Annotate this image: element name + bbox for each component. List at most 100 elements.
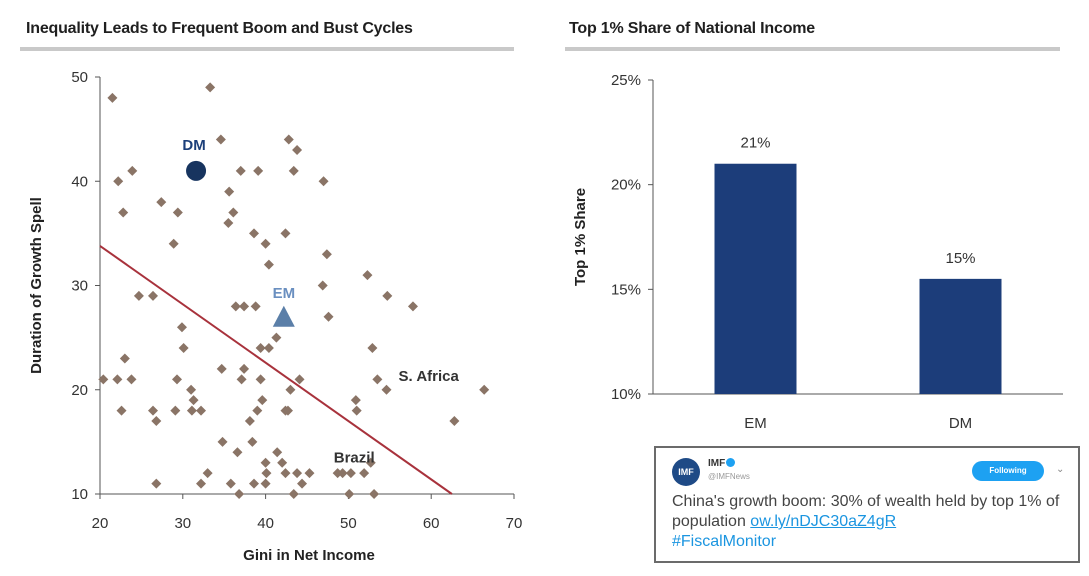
em-point	[272, 305, 295, 327]
scatter-point	[257, 395, 268, 406]
scatter-point	[382, 290, 393, 301]
scatter-point	[151, 416, 162, 427]
scatter-point	[196, 478, 207, 489]
y-tick-label: 20	[71, 382, 88, 399]
scatter-title-divider	[20, 47, 514, 51]
scatter-point	[252, 405, 263, 416]
scatter-point	[118, 207, 129, 218]
scatter-point	[323, 311, 334, 322]
scatter-point	[217, 436, 228, 447]
scatter-point	[239, 363, 250, 374]
scatter-point	[253, 165, 264, 176]
bar-dm	[919, 278, 1002, 394]
scatter-point	[228, 207, 239, 218]
scatter-point	[260, 238, 271, 249]
bar-value-label: 15%	[945, 250, 975, 267]
scatter-point	[294, 374, 305, 385]
y-axis-title: Duration of Growth Spell	[28, 197, 45, 374]
dm-label: DM	[182, 137, 205, 154]
scatter-point	[297, 478, 308, 489]
scatter-point	[244, 416, 255, 427]
scatter-point	[147, 290, 158, 301]
x-tick-label: 70	[506, 515, 523, 532]
bar-y-axis-title: Top 1% Share	[572, 188, 589, 286]
scatter-point	[223, 217, 234, 228]
scatter-point	[344, 489, 355, 499]
scatter-point	[277, 457, 288, 468]
scatter-point	[247, 436, 258, 447]
scatter-point	[280, 228, 291, 239]
bar-y-tick-label: 15%	[611, 281, 641, 298]
scatter-point	[178, 343, 189, 354]
scatter-point	[250, 301, 261, 312]
scatter-point	[285, 384, 296, 395]
y-tick-label: 30	[71, 278, 88, 295]
bar-y-tick-label: 10%	[611, 386, 641, 403]
scatter-point	[292, 468, 303, 479]
x-tick-label: 60	[423, 515, 440, 532]
bar-category-label: DM	[949, 415, 972, 432]
scatter-point	[126, 374, 137, 385]
x-tick-label: 40	[257, 515, 274, 532]
scatter-point	[232, 447, 243, 458]
scatter-point	[249, 228, 260, 239]
scatter-point	[202, 468, 213, 479]
scatter-point	[119, 353, 130, 364]
scatter-point	[225, 478, 236, 489]
scatter-point	[263, 259, 274, 270]
tweet-link[interactable]: ow.ly/nDJC30aZ4gR	[750, 513, 897, 530]
scatter-point	[367, 343, 378, 354]
scatter-point	[261, 468, 272, 479]
imf-avatar[interactable]: IMF	[672, 458, 700, 486]
y-tick-label: 40	[71, 173, 88, 190]
tweet-handle[interactable]: @IMFNews	[708, 472, 750, 481]
embedded-tweet: IMF IMF @IMFNews Following ⌄ China's gro…	[654, 446, 1080, 563]
scatter-point	[317, 280, 328, 291]
scatter-point	[255, 374, 266, 385]
scatter-point	[449, 416, 460, 427]
scatter-point	[365, 457, 376, 468]
scatter-point	[283, 134, 294, 145]
chevron-down-icon[interactable]: ⌄	[1056, 464, 1065, 475]
bar-y-tick-label: 20%	[611, 177, 641, 194]
scatter-point	[407, 301, 418, 312]
tweet-account-name[interactable]: IMF	[708, 458, 726, 469]
scatter-point	[260, 457, 271, 468]
scatter-point	[133, 290, 144, 301]
following-button[interactable]: Following	[972, 461, 1044, 481]
x-tick-label: 50	[340, 515, 357, 532]
scatter-point	[236, 374, 247, 385]
scatter-point	[304, 468, 315, 479]
scatter-point	[263, 343, 274, 354]
bar-chart-title: Top 1% Share of National Income	[569, 20, 815, 37]
scatter-point	[235, 165, 246, 176]
scatter-point	[172, 374, 183, 385]
scatter-point	[196, 405, 207, 416]
verified-badge-icon	[726, 458, 735, 467]
bar-category-label: EM	[744, 415, 767, 432]
scatter-point	[156, 197, 167, 208]
annotation-brazil: Brazil	[334, 450, 375, 467]
scatter-chart-title: Inequality Leads to Frequent Boom and Bu…	[26, 20, 413, 37]
scatter-point	[112, 374, 123, 385]
scatter-point	[288, 489, 299, 499]
em-label: EM	[273, 285, 296, 302]
scatter-point	[337, 468, 348, 479]
scatter-point	[372, 374, 383, 385]
scatter-point	[186, 405, 197, 416]
scatter-point	[249, 478, 260, 489]
scatter-point	[239, 301, 250, 312]
scatter-point	[351, 405, 362, 416]
tweet-hashtag[interactable]: #FiscalMonitor	[672, 533, 777, 550]
scatter-point	[271, 332, 282, 343]
scatter-point	[216, 363, 227, 374]
scatter-point	[272, 447, 283, 458]
scatter-point	[127, 165, 138, 176]
annotation-s-africa: S. Africa	[399, 368, 460, 385]
scatter-point	[359, 468, 370, 479]
scatter-point	[260, 478, 271, 489]
trendline	[99, 245, 453, 495]
scatter-point	[151, 478, 162, 489]
